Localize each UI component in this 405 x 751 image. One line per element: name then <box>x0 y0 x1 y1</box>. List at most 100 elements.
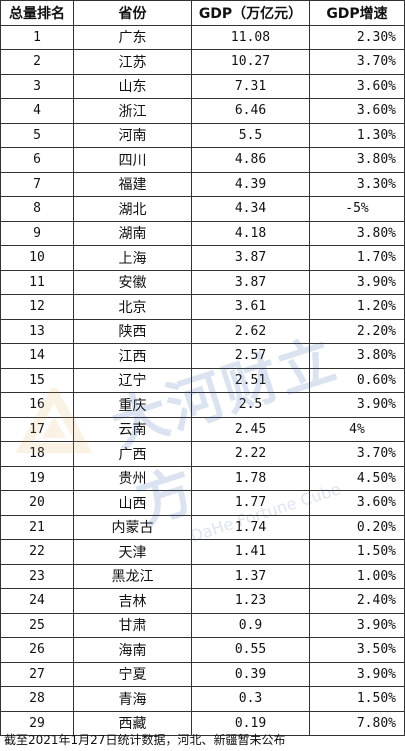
rank-cell: 27 <box>0 661 74 687</box>
province-cell: 陕西 <box>73 318 192 344</box>
province-cell: 广东 <box>73 24 192 50</box>
gdp-cell: 1.78 <box>191 465 310 491</box>
province-cell: 云南 <box>73 416 192 442</box>
growth-cell: 0.60% <box>309 367 405 393</box>
rank-cell: 23 <box>0 563 74 589</box>
gdp-cell: 4.86 <box>191 147 310 173</box>
growth-cell: 3.60% <box>309 98 405 124</box>
province-cell: 河南 <box>73 122 192 148</box>
gdp-cell: 1.37 <box>191 563 310 589</box>
gdp-cell: 2.45 <box>191 416 310 442</box>
province-cell: 山东 <box>73 73 192 99</box>
province-cell: 湖南 <box>73 220 192 246</box>
gdp-cell: 0.9 <box>191 612 310 638</box>
growth-cell: 0.20% <box>309 514 405 540</box>
rank-cell: 17 <box>0 416 74 442</box>
growth-cell: 3.70% <box>309 441 405 467</box>
province-cell: 山西 <box>73 490 192 516</box>
province-cell: 江苏 <box>73 49 192 75</box>
gdp-cell: 2.51 <box>191 367 310 393</box>
rank-cell: 8 <box>0 196 74 222</box>
gdp-cell: 3.87 <box>191 269 310 295</box>
growth-cell: 3.90% <box>309 661 405 687</box>
gdp-cell: 11.08 <box>191 24 310 50</box>
growth-cell: 2.40% <box>309 588 405 614</box>
growth-cell: -5% <box>309 196 405 222</box>
growth-cell: 3.80% <box>309 343 405 369</box>
growth-cell: 1.70% <box>309 245 405 271</box>
province-cell: 浙江 <box>73 98 192 124</box>
table-row: 29 西藏 0.19 7.80% <box>0 710 405 736</box>
growth-cell: 3.30% <box>309 171 405 197</box>
gdp-cell: 4.34 <box>191 196 310 222</box>
province-cell: 江西 <box>73 343 192 369</box>
gdp-cell: 5.5 <box>191 122 310 148</box>
gdp-cell: 0.55 <box>191 637 310 663</box>
gdp-cell: 2.62 <box>191 318 310 344</box>
rank-cell: 11 <box>0 269 74 295</box>
rank-cell: 19 <box>0 465 74 491</box>
rank-cell: 20 <box>0 490 74 516</box>
rank-cell: 28 <box>0 686 74 712</box>
gdp-cell: 4.18 <box>191 220 310 246</box>
table-row: 25 甘肃 0.9 3.90% <box>0 612 405 638</box>
table-row: 10 上海 3.87 1.70% <box>0 245 405 271</box>
gdp-cell: 0.39 <box>191 661 310 687</box>
province-cell: 宁夏 <box>73 661 192 687</box>
header-growth: GDP增速 <box>309 0 405 26</box>
table-row: 18 广西 2.22 3.70% <box>0 441 405 467</box>
rank-cell: 10 <box>0 245 74 271</box>
header-row: 总量排名 省份 GDP（万亿元） GDP增速 <box>0 0 405 26</box>
growth-cell: 3.60% <box>309 490 405 516</box>
gdp-cell: 3.61 <box>191 294 310 320</box>
gdp-cell: 3.87 <box>191 245 310 271</box>
rank-cell: 18 <box>0 441 74 467</box>
gdp-cell: 1.23 <box>191 588 310 614</box>
rank-cell: 14 <box>0 343 74 369</box>
growth-cell: 3.90% <box>309 392 405 418</box>
province-cell: 北京 <box>73 294 192 320</box>
table-row: 22 天津 1.41 1.50% <box>0 539 405 565</box>
rank-cell: 22 <box>0 539 74 565</box>
rank-cell: 29 <box>0 710 74 736</box>
rank-cell: 5 <box>0 122 74 148</box>
header-province: 省份 <box>73 0 192 26</box>
gdp-cell: 1.41 <box>191 539 310 565</box>
growth-cell: 1.50% <box>309 686 405 712</box>
growth-cell: 3.50% <box>309 637 405 663</box>
province-cell: 上海 <box>73 245 192 271</box>
gdp-cell: 4.39 <box>191 171 310 197</box>
growth-cell: 7.80% <box>309 710 405 736</box>
table-row: 1 广东 11.08 2.30% <box>0 24 405 50</box>
growth-cell: 2.30% <box>309 24 405 50</box>
footnote: 截至2021年1月27日统计数据，河北、新疆暂未公布 <box>4 733 286 747</box>
table-row: 9 湖南 4.18 3.80% <box>0 220 405 246</box>
table-row: 11 安徽 3.87 3.90% <box>0 269 405 295</box>
table-row: 21 内蒙古 1.74 0.20% <box>0 514 405 540</box>
table-row: 4 浙江 6.46 3.60% <box>0 98 405 124</box>
growth-cell: 3.70% <box>309 49 405 75</box>
rank-cell: 13 <box>0 318 74 344</box>
table-row: 8 湖北 4.34 -5% <box>0 196 405 222</box>
province-cell: 天津 <box>73 539 192 565</box>
gdp-cell: 10.27 <box>191 49 310 75</box>
rank-cell: 9 <box>0 220 74 246</box>
rank-cell: 6 <box>0 147 74 173</box>
growth-cell: 1.50% <box>309 539 405 565</box>
table-row: 17 云南 2.45 4% <box>0 416 405 442</box>
header-gdp: GDP（万亿元） <box>191 0 310 26</box>
rank-cell: 26 <box>0 637 74 663</box>
gdp-cell: 6.46 <box>191 98 310 124</box>
table-row: 24 吉林 1.23 2.40% <box>0 588 405 614</box>
growth-cell: 4% <box>309 416 405 442</box>
table-row: 15 辽宁 2.51 0.60% <box>0 367 405 393</box>
table-row: 28 青海 0.3 1.50% <box>0 686 405 712</box>
gdp-cell: 1.77 <box>191 490 310 516</box>
table-row: 23 黑龙江 1.37 1.00% <box>0 563 405 589</box>
province-cell: 广西 <box>73 441 192 467</box>
growth-cell: 1.20% <box>309 294 405 320</box>
gdp-cell: 1.74 <box>191 514 310 540</box>
province-cell: 湖北 <box>73 196 192 222</box>
growth-cell: 3.90% <box>309 612 405 638</box>
